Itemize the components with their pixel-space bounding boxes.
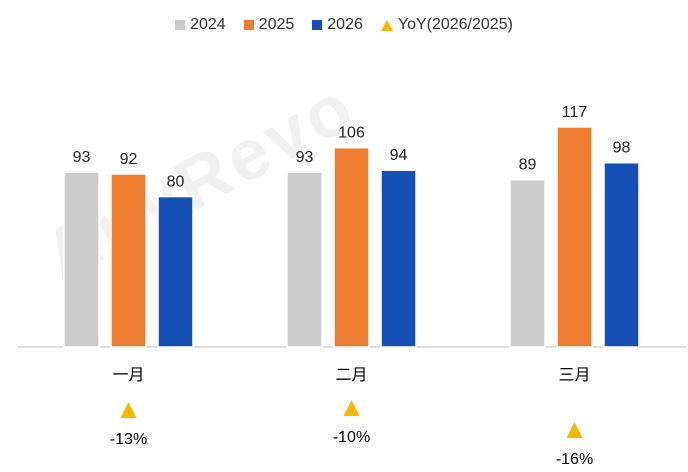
legend-label-2024: 2024 <box>190 16 226 33</box>
legend-item-2026: 2026 <box>312 16 363 34</box>
legend-item-2024: 2024 <box>175 16 226 34</box>
data-label-2026-3: 98 <box>613 140 631 157</box>
data-label-2025-3: 117 <box>562 104 588 121</box>
bar-2024-2 <box>286 171 323 348</box>
legend-item-yoy: YoY(2026/2025) <box>380 16 513 34</box>
bar-2025-2 <box>333 146 370 348</box>
bar-2025-3 <box>556 126 593 348</box>
yoy-triangle-icon-2 <box>343 400 360 416</box>
bar-2025-1 <box>110 173 147 348</box>
data-label-2025-2: 106 <box>338 125 365 142</box>
data-label-2026-1: 80 <box>167 174 185 191</box>
category-label-1: 一月 <box>112 367 144 384</box>
data-label-2026-2: 94 <box>390 147 408 164</box>
legend-label-2026: 2026 <box>327 16 363 33</box>
bar-2026-1 <box>157 195 194 348</box>
legend: 2024 2025 2026 YoY(2026/2025) <box>0 16 688 34</box>
bar-2024-1 <box>63 171 100 348</box>
legend-label-yoy: YoY(2026/2025) <box>397 16 513 33</box>
legend-item-2025: 2025 <box>243 16 295 34</box>
legend-label-2025: 2025 <box>258 16 295 33</box>
category-label-2: 二月 <box>335 367 367 384</box>
bar-2026-3 <box>603 161 640 348</box>
bar-2026-2 <box>380 169 417 348</box>
category-label-3: 三月 <box>558 367 590 384</box>
bar-2024-3 <box>509 178 546 348</box>
yoy-label-3: -16% <box>556 451 593 468</box>
data-label-2024-1: 93 <box>73 149 91 166</box>
legend-swatch-2024 <box>175 20 186 30</box>
legend-swatch-2025 <box>243 20 254 30</box>
data-label-2025-1: 92 <box>120 151 138 168</box>
yoy-label-2: -10% <box>333 429 370 446</box>
legend-triangle-icon <box>380 19 393 31</box>
data-label-2024-2: 93 <box>296 149 314 166</box>
yoy-triangle-icon-1 <box>120 402 137 418</box>
legend-swatch-2026 <box>312 20 323 30</box>
yoy-triangle-icon-3 <box>566 422 583 438</box>
data-label-2024-3: 89 <box>519 157 537 174</box>
yoy-label-1: -13% <box>110 431 147 448</box>
